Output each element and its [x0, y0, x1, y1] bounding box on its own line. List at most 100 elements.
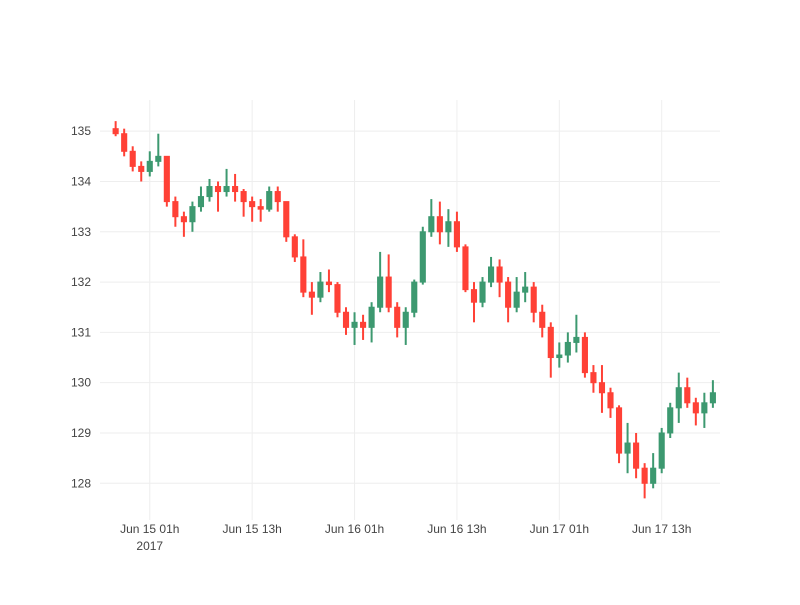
- candle-decreasing: [633, 432, 640, 479]
- candle-body: [667, 407, 674, 434]
- candle-increasing: [266, 186, 273, 212]
- x-tick-label: Jun 16 13h: [427, 522, 486, 536]
- candle-decreasing: [692, 397, 699, 426]
- y-tick-label: 130: [71, 376, 91, 390]
- candle-body: [197, 196, 205, 208]
- candle-body: [274, 191, 281, 203]
- candle-body: [189, 206, 196, 223]
- candle-body: [249, 201, 256, 208]
- candle-increasing: [624, 422, 631, 474]
- candle-body: [607, 392, 614, 409]
- candle-body: [505, 281, 512, 308]
- candle-decreasing: [112, 121, 119, 137]
- candle-body: [598, 382, 606, 394]
- x-tick-label: Jun 15 13h: [222, 522, 281, 536]
- candle-decreasing: [496, 259, 503, 298]
- candle-decreasing: [590, 365, 597, 393]
- candle-decreasing: [232, 173, 239, 202]
- candle-decreasing: [172, 196, 179, 227]
- candle-body: [163, 155, 170, 203]
- candle-decreasing: [334, 282, 341, 318]
- candle-increasing: [564, 332, 571, 363]
- candle-body: [419, 231, 426, 283]
- candle-decreasing: [325, 269, 333, 293]
- candle-body: [342, 311, 350, 328]
- candle-body: [462, 246, 469, 291]
- candle-decreasing: [470, 282, 478, 323]
- candle-decreasing: [240, 189, 247, 217]
- candle-body: [377, 276, 384, 308]
- candle-decreasing: [300, 239, 307, 298]
- candle-decreasing: [684, 377, 691, 408]
- candles: [112, 121, 716, 499]
- candle-decreasing: [214, 181, 222, 212]
- candle-body: [633, 442, 640, 469]
- candle-body: [564, 341, 571, 356]
- candle-decreasing: [180, 211, 187, 237]
- candle-body: [615, 407, 623, 454]
- candle-body: [317, 281, 324, 298]
- candle-body: [709, 392, 716, 404]
- candle-decreasing: [462, 244, 469, 293]
- candle-body: [428, 216, 435, 233]
- candle-decreasing: [598, 365, 606, 413]
- candle-decreasing: [308, 282, 315, 315]
- candle-body: [590, 372, 597, 384]
- candle-body: [257, 206, 264, 210]
- candle-increasing: [445, 209, 452, 247]
- candle-body: [155, 155, 162, 162]
- candle-increasing: [513, 277, 520, 313]
- candle-body: [487, 266, 495, 283]
- x-tick-year-label: 2017: [136, 539, 163, 553]
- candle-decreasing: [615, 405, 623, 464]
- candle-decreasing: [138, 161, 145, 182]
- candle-decreasing: [249, 196, 256, 222]
- y-tick-label: 131: [71, 325, 91, 339]
- candle-decreasing: [530, 282, 537, 323]
- candle-body: [701, 402, 708, 414]
- y-tick-label: 135: [71, 124, 91, 138]
- candle-body: [641, 467, 648, 484]
- candle-body: [547, 326, 554, 359]
- candle-increasing: [368, 302, 375, 343]
- candle-increasing: [317, 272, 324, 303]
- candle-body: [146, 160, 153, 172]
- candle-increasing: [709, 380, 716, 408]
- candle-increasing: [402, 307, 409, 345]
- candle-body: [385, 276, 392, 308]
- y-tick-label: 134: [71, 174, 91, 188]
- candle-increasing: [206, 178, 213, 202]
- candle-decreasing: [581, 332, 588, 378]
- candle-body: [334, 284, 341, 313]
- candle-decreasing: [547, 322, 554, 378]
- candle-body: [325, 281, 333, 286]
- candle-body: [112, 128, 119, 135]
- candle-body: [411, 281, 418, 313]
- candle-increasing: [701, 392, 708, 428]
- candle-body: [539, 311, 546, 328]
- x-tick-label: Jun 16 01h: [325, 522, 384, 536]
- candle-body: [436, 216, 443, 233]
- y-tick-label: 129: [71, 426, 91, 440]
- candle-body: [479, 281, 486, 303]
- candle-body: [240, 191, 247, 203]
- candle-body: [530, 286, 537, 313]
- candle-body: [556, 354, 563, 359]
- candle-body: [206, 186, 213, 198]
- candle-body: [121, 133, 128, 152]
- candle-increasing: [667, 402, 674, 439]
- y-axis-ticks: 128 129 130 131 132 133 134 135: [71, 124, 91, 490]
- candle-increasing: [479, 277, 486, 308]
- x-tick-label: Jun 17 01h: [530, 522, 589, 536]
- candle-body: [496, 266, 503, 283]
- candle-decreasing: [291, 234, 298, 262]
- candle-decreasing: [163, 155, 170, 207]
- candle-body: [470, 289, 478, 303]
- candle-body: [214, 186, 222, 193]
- candle-decreasing: [505, 277, 512, 323]
- candle-increasing: [650, 453, 657, 489]
- candle-increasing: [223, 168, 230, 197]
- candle-decreasing: [385, 254, 392, 313]
- candle-increasing: [419, 226, 426, 285]
